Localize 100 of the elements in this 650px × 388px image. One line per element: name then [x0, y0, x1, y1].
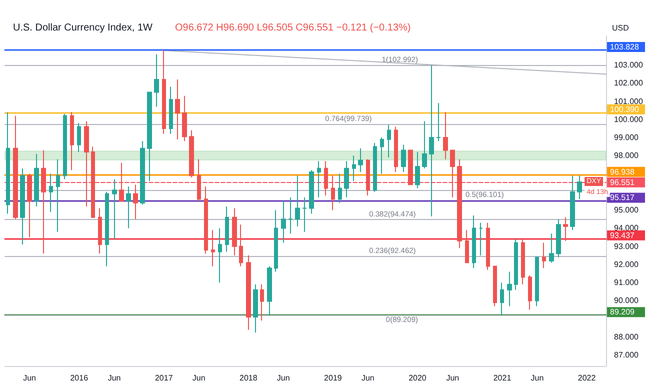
x-tick-label: 2018	[240, 374, 258, 382]
candlestick	[49, 173, 53, 212]
ref-line-label: 89.209	[610, 308, 636, 317]
candlestick	[288, 196, 293, 234]
chart-subtitle: O96.672 H96.690 L96.505 C96.551 −0.121 (−0.13%)	[175, 22, 411, 34]
candlestick	[63, 113, 67, 180]
candlestick	[528, 274, 532, 310]
y-tick-label: 102.000	[614, 78, 644, 88]
candlestick	[77, 122, 81, 153]
candlestick	[450, 150, 455, 198]
candlestick	[84, 120, 89, 207]
candlestick	[147, 92, 152, 182]
candlestick	[204, 186, 208, 254]
candlestick	[70, 112, 74, 171]
candlestick	[465, 230, 469, 264]
candlestick	[394, 126, 398, 172]
candlestick	[309, 170, 314, 214]
candlestick	[162, 50, 166, 134]
x-tick-label: 2017	[154, 374, 174, 382]
candlestick	[373, 142, 377, 192]
candlestick	[338, 173, 342, 204]
candlestick	[429, 64, 434, 217]
candlestick	[140, 140, 145, 206]
candlestick	[126, 186, 131, 229]
y-tick-label: 103.000	[614, 60, 644, 70]
candlestick	[175, 79, 180, 140]
candlestick	[521, 238, 525, 285]
candlestick	[549, 233, 554, 264]
candlestick	[507, 271, 512, 307]
candlestick	[225, 206, 229, 252]
ref-line-label: 100.390	[610, 104, 640, 114]
candlestick	[500, 282, 504, 316]
y-tick-label: 101.000	[614, 96, 644, 106]
candlestick	[27, 173, 32, 238]
candlestick	[119, 162, 124, 202]
candlestick	[189, 130, 194, 178]
candlestick	[479, 222, 483, 256]
candlestick	[331, 175, 335, 211]
y-tick-label: 92.000	[614, 260, 640, 269]
y-tick-label: 87.000	[614, 350, 640, 360]
x-tick-label: Jun	[446, 374, 460, 382]
candlestick	[211, 230, 215, 267]
candlestick	[556, 218, 561, 258]
candlestick	[570, 175, 575, 231]
candlestick	[324, 160, 328, 196]
candlestick	[267, 266, 272, 316]
y-tick-label: 95.000	[614, 206, 640, 215]
x-tick-label: Jun	[192, 374, 206, 382]
ref-line-label: 95.517	[610, 193, 636, 202]
candlestick	[169, 86, 173, 134]
candlestick	[6, 112, 10, 214]
candlestick	[352, 155, 356, 182]
x-tick-label: Jun	[361, 374, 374, 382]
candlestick	[112, 178, 117, 240]
y-tick-label: 98.000	[614, 151, 640, 160]
candlestick	[408, 150, 413, 186]
x-tick-label: 2022	[578, 374, 596, 382]
candlestick	[493, 266, 497, 307]
candlestick	[281, 200, 286, 244]
candlestick	[41, 150, 46, 254]
candlestick	[366, 158, 370, 196]
candlestick	[232, 208, 237, 256]
candlestick	[239, 224, 243, 267]
y-tick-label: 94.000	[614, 224, 640, 233]
candlestick	[197, 158, 201, 202]
candlestick	[133, 184, 138, 220]
x-tick-label: Jun	[530, 374, 544, 382]
x-tick-label: 2020	[408, 374, 427, 382]
candlestick	[260, 284, 264, 322]
y-tick-label: 88.000	[614, 332, 640, 342]
candlestick	[317, 160, 321, 198]
x-tick-label: Jun	[276, 374, 290, 382]
candlestick	[344, 160, 349, 198]
y-tick-label: 91.000	[614, 278, 640, 288]
candlestick	[13, 115, 18, 220]
candlestick	[253, 284, 258, 333]
ref-line-label: 93.437	[610, 230, 636, 240]
candlestick	[91, 146, 95, 218]
candlestick	[34, 153, 39, 207]
ref-line-label: 96.938	[610, 167, 636, 176]
candlestick	[246, 254, 251, 330]
candlestick	[514, 238, 518, 290]
candlestick	[387, 124, 391, 158]
x-tick-label: 2021	[493, 374, 512, 382]
x-tick-label: Jun	[108, 374, 121, 382]
y-tick-label: 90.000	[614, 296, 640, 306]
candlestick	[563, 216, 568, 242]
candlestick	[105, 191, 109, 267]
candlestick	[457, 158, 462, 249]
candlestick	[486, 222, 490, 270]
candlestick	[472, 215, 476, 269]
x-tick-label: 2016	[70, 374, 89, 382]
candlestick	[154, 54, 159, 108]
candlestick	[436, 102, 441, 142]
chart-title: U.S. Dollar Currency Index, 1W	[13, 22, 154, 34]
candlestick	[577, 175, 582, 200]
y-tick-label: 100.000	[614, 114, 644, 124]
y-tick-label: 99.000	[614, 133, 640, 142]
candlestick	[401, 144, 406, 172]
candlestick	[295, 175, 300, 227]
